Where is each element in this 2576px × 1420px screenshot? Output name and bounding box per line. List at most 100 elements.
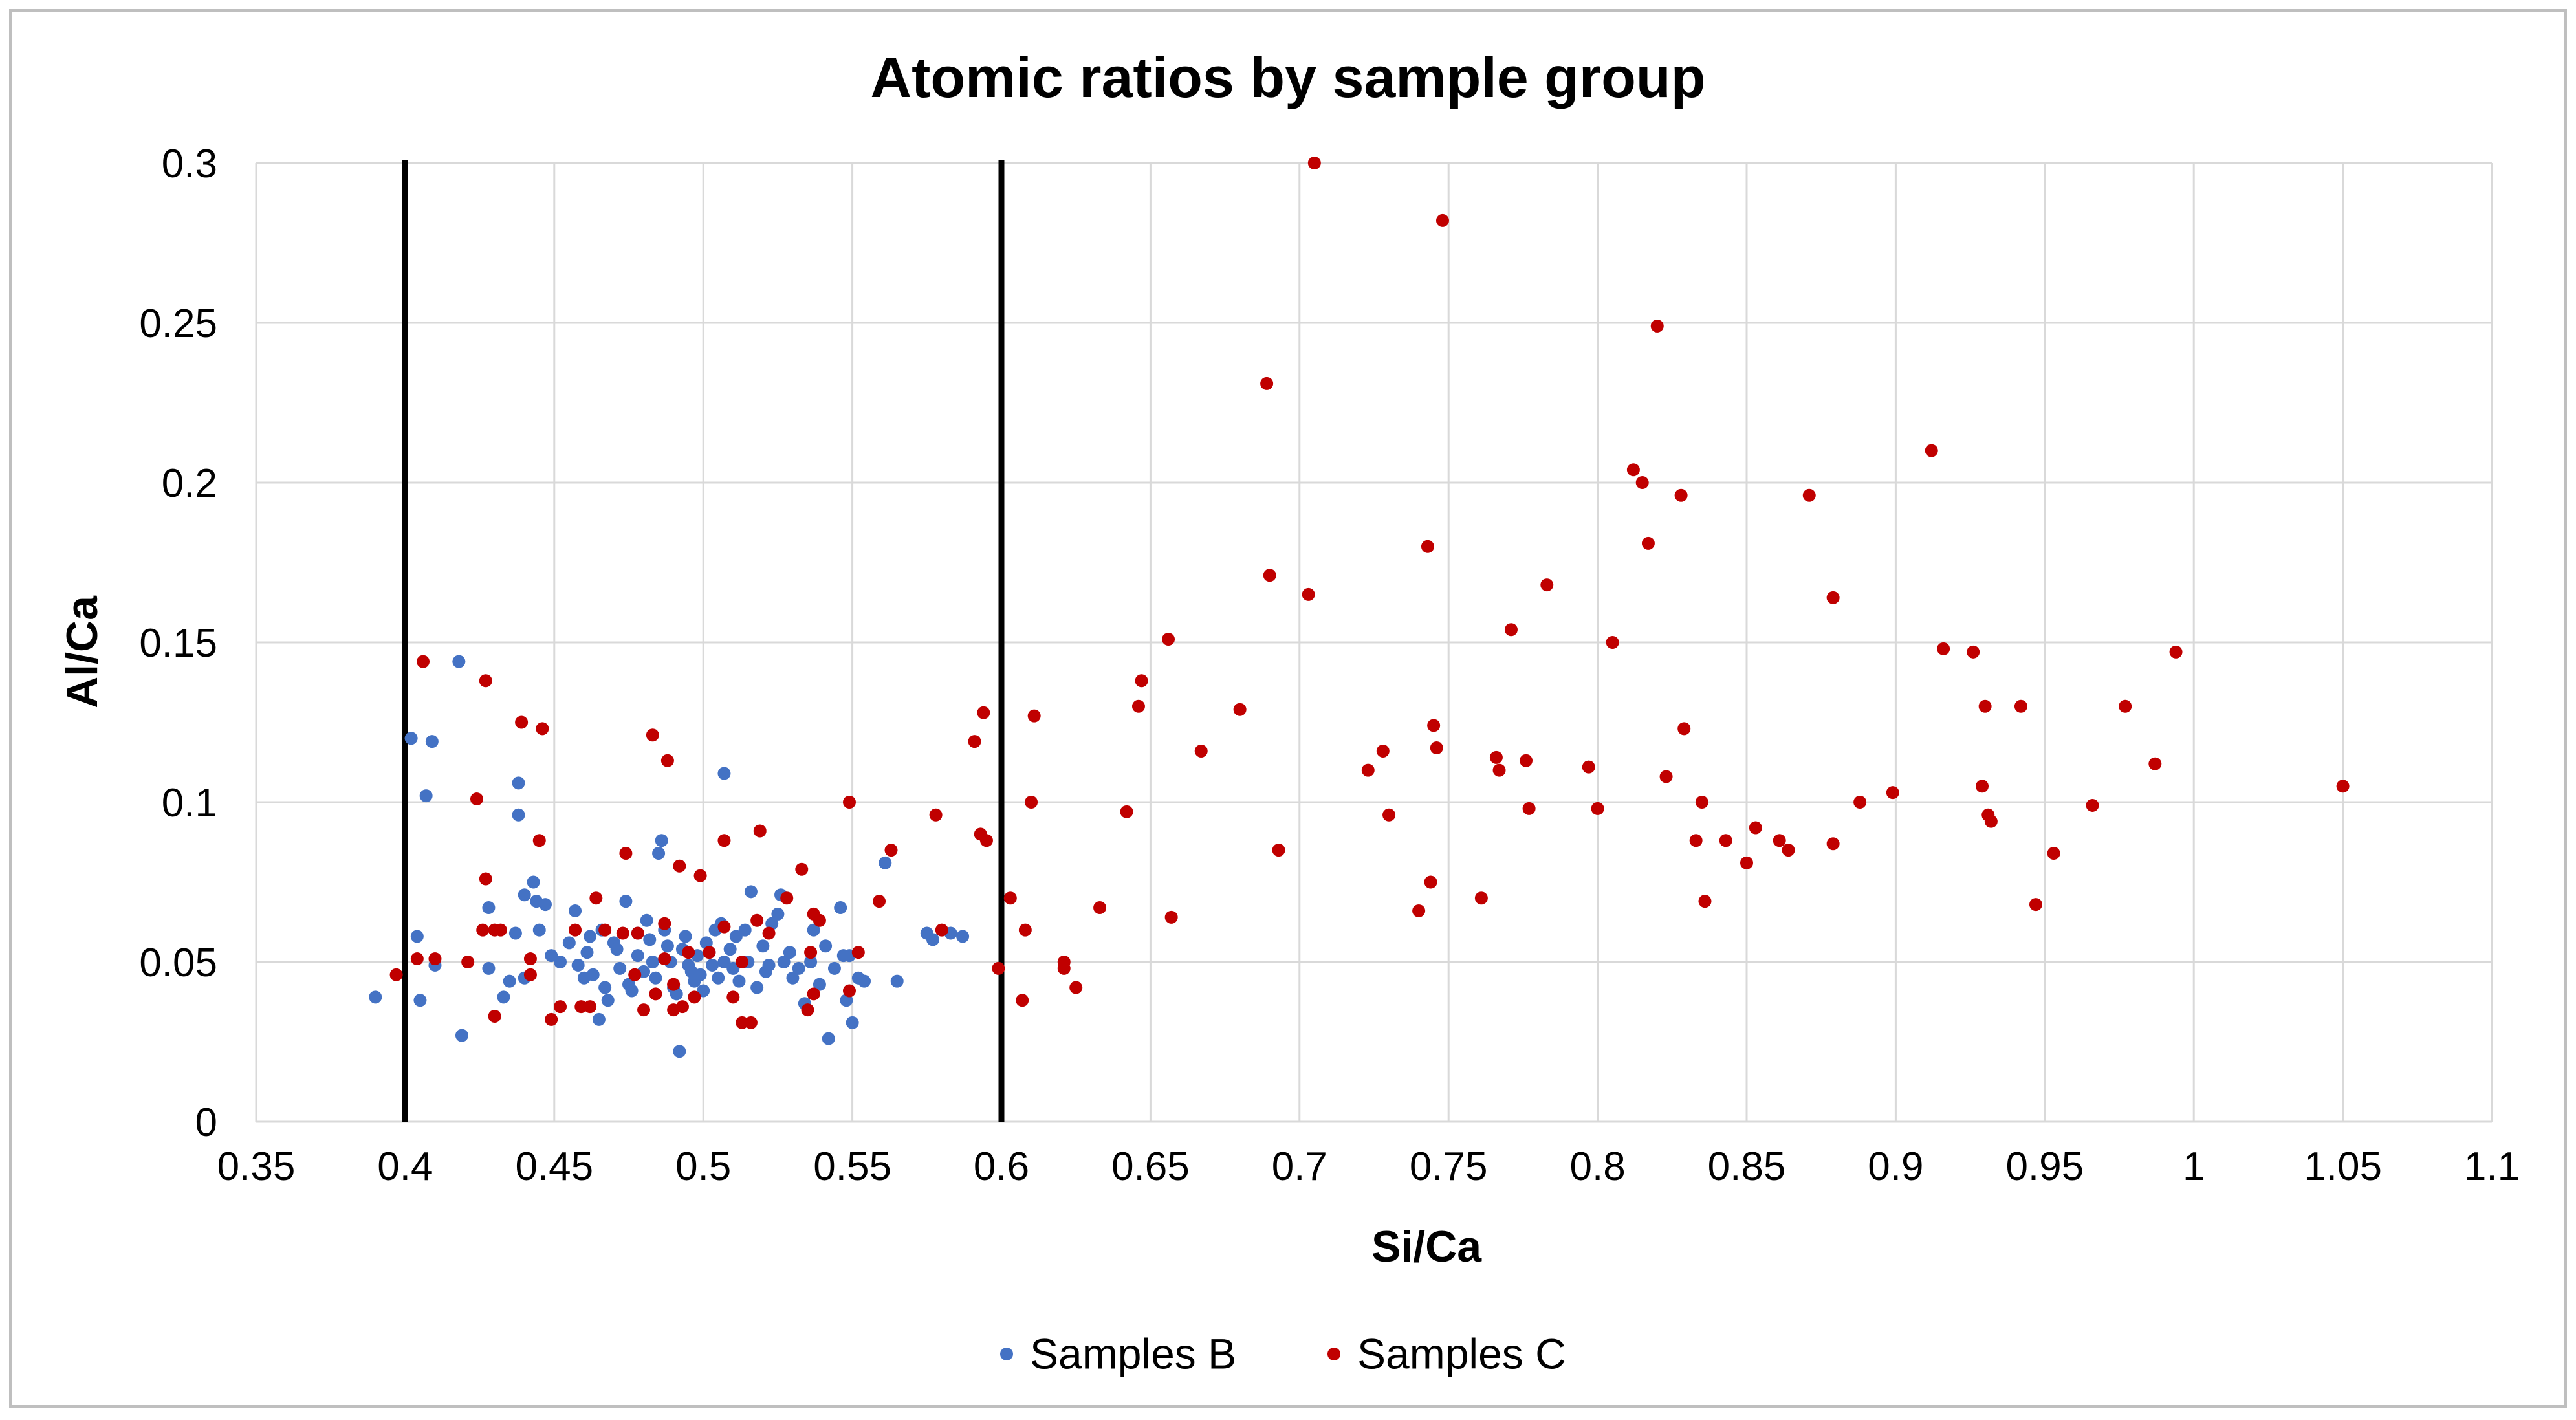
point-samples-b xyxy=(712,971,725,985)
point-samples-c xyxy=(637,1003,651,1017)
point-samples-b xyxy=(786,971,800,985)
point-samples-c xyxy=(884,844,898,857)
point-samples-c xyxy=(2169,645,2183,659)
point-samples-c xyxy=(682,946,695,959)
point-samples-b xyxy=(518,888,531,902)
point-samples-c xyxy=(1641,536,1655,550)
point-samples-c xyxy=(1016,994,1029,1007)
point-samples-c xyxy=(1382,808,1396,822)
y-tick-label: 0.1 xyxy=(162,781,217,825)
point-samples-b xyxy=(738,923,752,937)
point-samples-c xyxy=(851,946,865,959)
point-samples-c xyxy=(667,978,681,991)
point-samples-b xyxy=(512,808,525,822)
point-samples-c xyxy=(649,987,662,1001)
x-tick-label: 0.7 xyxy=(1272,1144,1327,1189)
point-samples-c xyxy=(476,923,490,937)
point-samples-c xyxy=(569,923,582,937)
point-samples-c xyxy=(1162,633,1175,646)
point-samples-c xyxy=(977,706,990,719)
point-samples-c xyxy=(1826,837,1840,851)
y-tick-label: 0.3 xyxy=(162,142,217,186)
point-samples-c xyxy=(1018,923,1032,937)
point-samples-c xyxy=(646,728,659,742)
point-samples-c xyxy=(1540,578,1554,592)
point-samples-c xyxy=(801,1003,814,1017)
point-samples-b xyxy=(649,971,662,985)
point-samples-c xyxy=(1749,821,1762,835)
point-samples-c xyxy=(1886,786,1899,800)
point-samples-b xyxy=(697,984,710,998)
point-samples-c xyxy=(470,792,483,806)
point-samples-c xyxy=(1489,750,1503,764)
y-tick-label: 0.25 xyxy=(139,301,217,346)
point-samples-b xyxy=(777,956,791,968)
point-samples-c xyxy=(2148,757,2162,770)
point-samples-c xyxy=(929,808,943,822)
point-samples-c xyxy=(842,796,856,809)
point-samples-c xyxy=(389,968,403,981)
point-samples-b xyxy=(819,939,833,953)
point-samples-c xyxy=(873,895,886,908)
point-samples-c xyxy=(1131,699,1145,713)
point-samples-c xyxy=(1659,770,1673,783)
legend-marker-samples-b xyxy=(1000,1348,1013,1360)
point-samples-c xyxy=(1435,213,1449,227)
point-samples-c xyxy=(1826,591,1840,604)
point-samples-c xyxy=(1302,587,1315,601)
point-samples-c xyxy=(1606,636,1619,649)
point-samples-b xyxy=(807,923,820,937)
point-samples-b xyxy=(679,930,692,943)
point-samples-b xyxy=(652,847,666,860)
point-samples-b xyxy=(956,930,970,943)
point-samples-c xyxy=(1504,623,1518,637)
point-samples-b xyxy=(369,990,382,1004)
point-samples-b xyxy=(413,994,427,1007)
point-samples-c xyxy=(631,926,644,940)
point-samples-c xyxy=(1424,875,1437,889)
y-axis-ticks: 0 0.05 0.1 0.15 0.2 0.25 0.3 xyxy=(139,142,217,1145)
point-samples-b xyxy=(598,981,612,994)
x-axis-ticks: 0.35 0.4 0.45 0.5 0.55 0.6 0.65 0.7 0.75 0.8 0.85 0… xyxy=(217,1144,2520,1189)
point-samples-c xyxy=(574,1000,588,1014)
point-samples-b xyxy=(792,961,805,975)
point-samples-b xyxy=(879,856,892,869)
point-samples-b xyxy=(732,974,746,988)
x-tick-label: 1.05 xyxy=(2304,1144,2382,1189)
point-samples-c xyxy=(532,834,546,847)
point-samples-c xyxy=(2047,847,2060,860)
point-samples-b xyxy=(562,936,576,950)
point-samples-c xyxy=(536,722,549,736)
point-samples-c xyxy=(515,715,529,729)
point-samples-c xyxy=(717,920,731,934)
x-tick-label: 0.75 xyxy=(1410,1144,1488,1189)
point-samples-c xyxy=(780,891,794,905)
point-samples-c xyxy=(1194,744,1208,758)
point-samples-b xyxy=(783,946,796,959)
point-samples-c xyxy=(1626,463,1640,477)
point-samples-c xyxy=(598,923,612,937)
point-samples-c xyxy=(1307,157,1321,169)
point-samples-b xyxy=(771,907,785,921)
point-samples-b xyxy=(926,933,940,946)
point-samples-c xyxy=(619,847,633,860)
point-samples-b xyxy=(508,926,522,940)
point-samples-b xyxy=(584,930,597,943)
point-samples-c xyxy=(807,987,820,1001)
point-samples-c xyxy=(1427,719,1441,732)
point-samples-c xyxy=(693,869,707,882)
point-samples-b xyxy=(673,1045,686,1058)
point-samples-c xyxy=(1492,763,1506,777)
point-samples-b xyxy=(452,655,466,668)
point-samples-c xyxy=(479,674,492,688)
point-samples-c xyxy=(795,862,809,876)
point-samples-c xyxy=(675,1000,689,1014)
point-samples-c xyxy=(1782,844,1795,857)
point-samples-c xyxy=(523,952,537,966)
point-samples-c xyxy=(584,1000,597,1014)
point-samples-b xyxy=(404,732,418,745)
x-tick-label: 0.95 xyxy=(2005,1144,2084,1189)
point-samples-c xyxy=(660,754,674,767)
point-samples-c xyxy=(750,913,764,927)
